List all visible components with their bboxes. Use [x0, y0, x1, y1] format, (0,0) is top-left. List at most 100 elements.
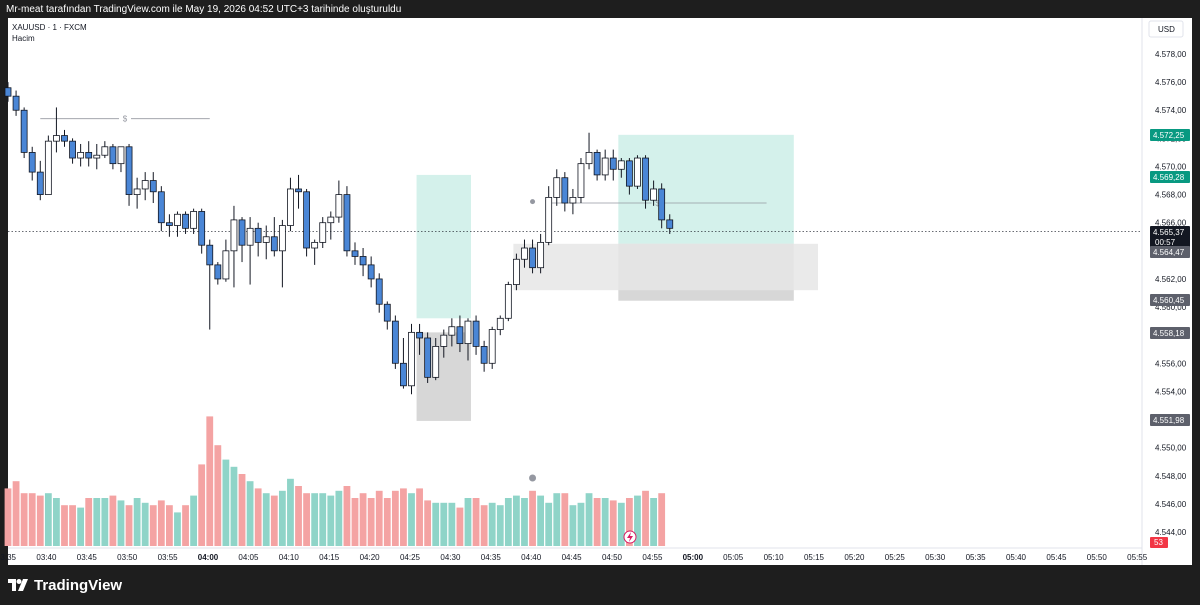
candle-body[interactable]	[488, 329, 496, 364]
candle-body[interactable]	[472, 320, 480, 347]
candle-body[interactable]	[157, 191, 165, 224]
chart-panel[interactable]	[8, 18, 1192, 565]
candle-body[interactable]	[658, 188, 666, 221]
candle-body[interactable]	[577, 163, 585, 198]
candle-body[interactable]	[456, 326, 464, 345]
alert-marker-icon[interactable]: $	[123, 115, 128, 124]
candle-body[interactable]	[335, 194, 343, 218]
candle-body[interactable]	[182, 213, 189, 229]
currency-label[interactable]: USD	[1158, 25, 1175, 34]
candle-body[interactable]	[141, 180, 149, 190]
entry-marker-icon[interactable]	[530, 199, 536, 205]
candle-body[interactable]	[553, 177, 561, 198]
candle-body[interactable]	[287, 188, 294, 226]
candle-body[interactable]	[601, 157, 609, 176]
candle-body[interactable]	[149, 180, 157, 193]
position-box-green[interactable]	[416, 174, 471, 319]
candle-body[interactable]	[246, 227, 254, 246]
candle-body[interactable]	[666, 219, 674, 229]
candle-body[interactable]	[351, 250, 359, 257]
x-tick-label: 05:10	[764, 553, 785, 562]
candle-body[interactable]	[545, 196, 553, 243]
candle-body[interactable]	[190, 211, 198, 229]
candle-body[interactable]	[561, 177, 569, 204]
alert-marker-icon[interactable]: $	[655, 199, 660, 208]
candle-body[interactable]	[125, 146, 133, 195]
candle-body[interactable]	[174, 213, 181, 226]
candle-body[interactable]	[440, 334, 448, 347]
candle-body[interactable]	[480, 346, 488, 364]
candle-body[interactable]	[319, 222, 327, 243]
candle-body[interactable]	[448, 326, 456, 336]
candle-body[interactable]	[650, 188, 657, 201]
volume-bar	[125, 505, 133, 546]
event-marker-icon[interactable]	[529, 474, 537, 482]
symbol-line[interactable]: XAUUSD · 1 · FXCM	[12, 23, 87, 32]
candle-body[interactable]	[93, 154, 101, 159]
candle-body[interactable]	[278, 225, 286, 252]
candle-body[interactable]	[521, 247, 528, 260]
candle-body[interactable]	[165, 222, 173, 226]
candle-body[interactable]	[101, 146, 109, 156]
candle-body[interactable]	[609, 157, 617, 170]
candle-body[interactable]	[4, 87, 12, 97]
candle-body[interactable]	[359, 256, 367, 266]
candle-body[interactable]	[28, 152, 36, 173]
candle-body[interactable]	[36, 171, 44, 195]
candle-body[interactable]	[270, 236, 278, 252]
candle-body[interactable]	[375, 278, 383, 305]
candle-body[interactable]	[303, 191, 310, 249]
candle-body[interactable]	[391, 320, 399, 364]
candle-body[interactable]	[416, 331, 423, 339]
candle-body[interactable]	[12, 95, 20, 111]
candle-body[interactable]	[311, 241, 319, 249]
volume-label[interactable]: Hacim	[12, 34, 35, 43]
candle-body[interactable]	[206, 244, 214, 266]
candle-body[interactable]	[53, 135, 60, 142]
candle-body[interactable]	[295, 188, 302, 193]
candle-body[interactable]	[408, 331, 415, 387]
candle-body[interactable]	[198, 211, 206, 246]
candle-body[interactable]	[214, 264, 222, 280]
candle-body[interactable]	[593, 152, 601, 176]
candle-body[interactable]	[44, 140, 52, 195]
candle-body[interactable]	[117, 146, 125, 165]
volume-bar	[270, 495, 278, 546]
candle-body[interactable]	[230, 219, 238, 252]
candle-body[interactable]	[383, 303, 391, 322]
candle-body[interactable]	[537, 241, 545, 269]
candle-body[interactable]	[617, 160, 625, 170]
candle-body[interactable]	[20, 109, 28, 153]
lightning-icon[interactable]	[623, 530, 637, 544]
candle-body[interactable]	[61, 135, 68, 142]
candle-body[interactable]	[262, 236, 270, 243]
candle-body[interactable]	[504, 284, 512, 319]
candle-body[interactable]	[367, 264, 375, 280]
candle-body[interactable]	[85, 152, 93, 159]
candle-body[interactable]	[109, 146, 117, 165]
candle-body[interactable]	[77, 152, 85, 159]
candle-body[interactable]	[222, 250, 230, 280]
candle-body[interactable]	[496, 317, 504, 330]
candle-body[interactable]	[585, 152, 593, 165]
candle-body[interactable]	[464, 320, 472, 345]
candle-body[interactable]	[400, 362, 407, 387]
currency-button[interactable]	[1148, 20, 1184, 38]
candle-body[interactable]	[69, 140, 76, 159]
candle-body[interactable]	[642, 157, 649, 201]
candle-body[interactable]	[432, 346, 440, 378]
candle-body[interactable]	[424, 337, 432, 378]
position-box-lightgrey[interactable]	[513, 243, 818, 291]
candle-body[interactable]	[254, 227, 262, 243]
tradingview-logo[interactable]: TradingView	[8, 574, 122, 596]
candle-body[interactable]	[133, 188, 141, 195]
candle-body[interactable]	[327, 216, 335, 224]
candle-body[interactable]	[343, 194, 351, 252]
candle-body[interactable]	[625, 160, 633, 187]
candle-body[interactable]	[238, 219, 246, 246]
candle-body[interactable]	[634, 157, 641, 187]
candle-body[interactable]	[513, 258, 520, 285]
candle-body[interactable]	[529, 247, 536, 269]
candle-body[interactable]	[569, 196, 577, 204]
